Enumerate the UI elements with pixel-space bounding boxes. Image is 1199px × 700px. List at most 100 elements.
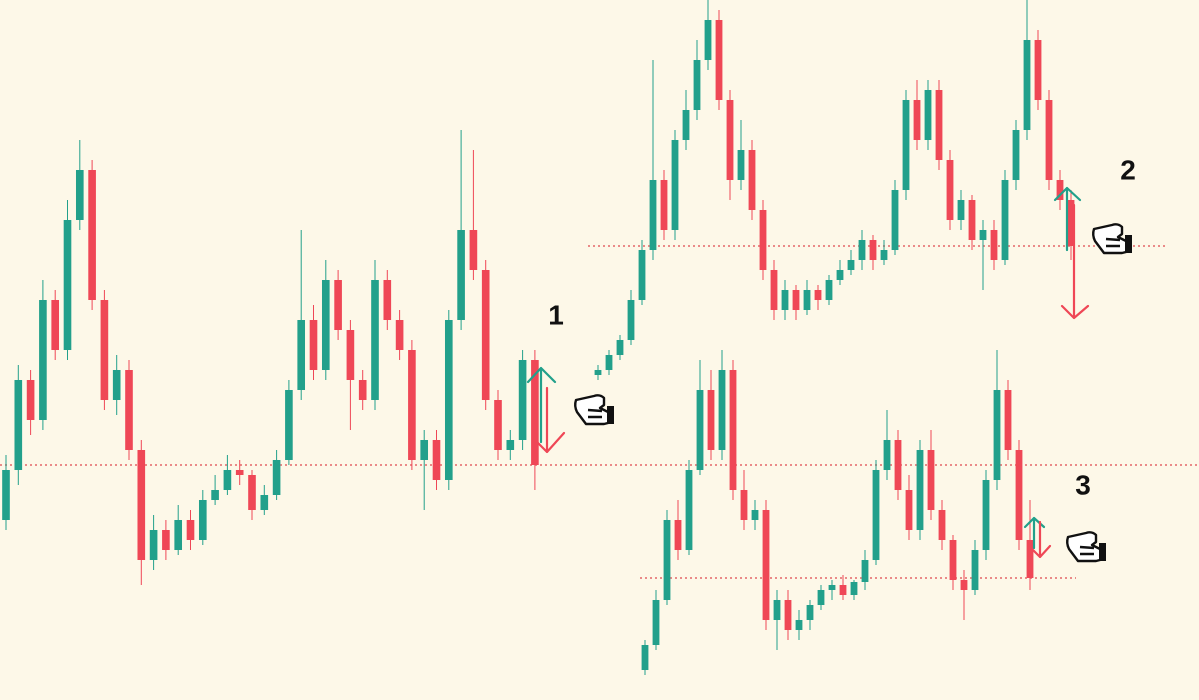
candle-body xyxy=(660,180,668,230)
candle-body xyxy=(990,230,998,260)
candle-body xyxy=(828,585,836,590)
candle-body xyxy=(685,470,693,550)
candle-body xyxy=(850,582,858,595)
candle-body xyxy=(605,355,613,370)
candle-body xyxy=(806,605,814,620)
annotation: 1 xyxy=(548,299,564,330)
candle-body xyxy=(971,550,979,590)
candle-body xyxy=(979,230,987,240)
annotation: 2 xyxy=(1120,154,1136,185)
candle-body xyxy=(1012,130,1020,180)
candle-body xyxy=(905,490,913,530)
candle-body xyxy=(432,440,441,480)
candle-body xyxy=(358,380,367,400)
hand-icon xyxy=(574,394,614,426)
down-arrow xyxy=(531,386,566,454)
candle-body xyxy=(162,530,170,550)
candle-body xyxy=(125,370,133,450)
candle-body xyxy=(773,600,781,620)
candle-body xyxy=(993,390,1001,480)
candle-body xyxy=(235,470,244,475)
candle-body xyxy=(494,400,502,450)
candle-body xyxy=(729,370,737,490)
candle-body xyxy=(198,500,207,540)
candle-body xyxy=(211,490,219,500)
candle-body xyxy=(1015,450,1023,540)
candle-body xyxy=(982,480,990,550)
candle-body xyxy=(740,490,748,520)
candle-body xyxy=(847,260,855,270)
candle-body xyxy=(770,270,778,310)
candle-body xyxy=(836,270,844,280)
candle-body xyxy=(861,560,869,582)
candle-body xyxy=(39,300,47,420)
candle-body xyxy=(762,510,770,620)
candle-body xyxy=(1004,390,1012,450)
candle-body xyxy=(902,100,910,190)
candle-body xyxy=(1026,540,1034,578)
candle-body xyxy=(1067,200,1075,246)
hand-icons xyxy=(574,223,1132,563)
candle-body xyxy=(149,530,158,560)
candle-body xyxy=(891,190,899,250)
candle-body xyxy=(839,585,847,595)
candle-body xyxy=(737,150,745,180)
candle-body xyxy=(297,320,306,390)
candle-body xyxy=(638,250,646,300)
candle-body xyxy=(137,450,146,560)
candle-body xyxy=(935,90,943,160)
candle-body xyxy=(649,180,657,250)
down-arrow xyxy=(1029,520,1052,559)
candle-body xyxy=(641,645,649,670)
candle-body xyxy=(671,140,679,230)
candle-body xyxy=(627,300,635,340)
candle-body xyxy=(663,520,671,600)
candle-body xyxy=(792,290,800,310)
candle-body xyxy=(272,460,281,495)
candle-body xyxy=(506,440,515,450)
candle-body xyxy=(616,340,624,355)
candle-body xyxy=(260,495,269,510)
candle-body xyxy=(481,270,490,400)
candle-body xyxy=(960,580,968,590)
candle-body xyxy=(693,60,701,110)
candle-body xyxy=(2,470,10,520)
candle-body xyxy=(444,320,453,480)
hand-icon xyxy=(1066,531,1106,563)
candle-body xyxy=(803,290,811,310)
candle-body xyxy=(100,300,109,400)
candle-body xyxy=(420,440,429,460)
candle-body xyxy=(26,380,35,420)
candle-body xyxy=(795,620,803,630)
candle-body xyxy=(718,370,726,450)
candle-body xyxy=(927,450,935,510)
candle-body xyxy=(1056,180,1064,200)
candle-body xyxy=(408,350,416,460)
candle-body xyxy=(704,20,712,60)
candle-body xyxy=(594,370,602,375)
candle-body xyxy=(469,230,478,270)
candle-body xyxy=(309,320,318,370)
hand-icon xyxy=(1092,223,1132,255)
candle-body xyxy=(674,520,682,550)
candle-body xyxy=(916,450,924,530)
candle-body xyxy=(883,440,891,470)
candle-body xyxy=(751,510,759,520)
candle-body xyxy=(707,390,715,450)
candle-body xyxy=(957,200,965,220)
candle-body xyxy=(174,520,183,550)
candle-body xyxy=(880,250,888,260)
candle-body xyxy=(371,280,379,400)
candle-body xyxy=(759,210,767,270)
candle-body xyxy=(88,170,96,300)
candle-body xyxy=(748,150,756,210)
candle-body xyxy=(858,240,866,260)
candle-body xyxy=(696,390,704,470)
candle-body xyxy=(51,300,60,350)
candle-body xyxy=(248,475,256,510)
candle-body xyxy=(682,110,690,140)
candle-body xyxy=(531,360,539,465)
candle-body xyxy=(1034,40,1042,100)
